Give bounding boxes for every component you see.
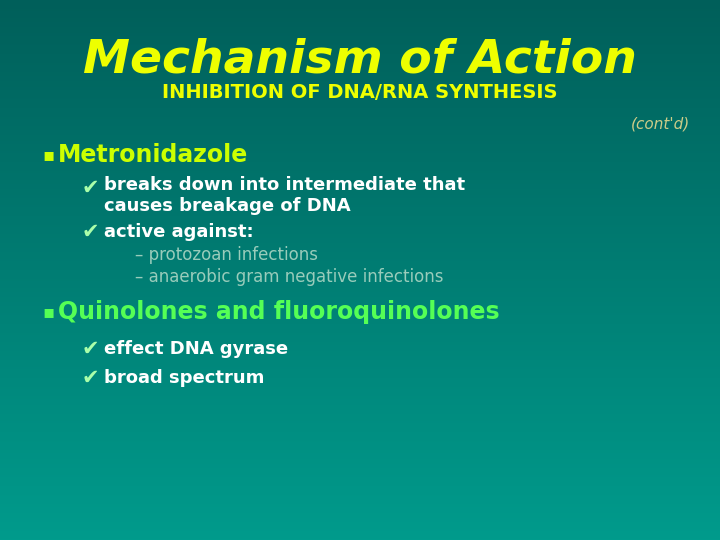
Text: ✔: ✔ <box>82 222 99 242</box>
Text: effect DNA gyrase: effect DNA gyrase <box>104 340 288 358</box>
Text: breaks down into intermediate that: breaks down into intermediate that <box>104 176 465 194</box>
Text: – anaerobic gram negative infections: – anaerobic gram negative infections <box>135 268 444 286</box>
Text: active against:: active against: <box>104 223 253 241</box>
Text: ✔: ✔ <box>82 178 99 198</box>
Text: Quinolones and fluoroquinolones: Quinolones and fluoroquinolones <box>58 300 500 324</box>
Text: ✔: ✔ <box>82 339 99 359</box>
Text: Mechanism of Action: Mechanism of Action <box>83 37 637 83</box>
Text: causes breakage of DNA: causes breakage of DNA <box>104 197 351 215</box>
Text: – protozoan infections: – protozoan infections <box>135 246 318 264</box>
Text: Metronidazole: Metronidazole <box>58 143 248 167</box>
Text: (cont'd): (cont'd) <box>631 117 690 132</box>
Text: ▪: ▪ <box>42 146 54 164</box>
Text: ✔: ✔ <box>82 368 99 388</box>
Text: broad spectrum: broad spectrum <box>104 369 264 387</box>
Text: INHIBITION OF DNA/RNA SYNTHESIS: INHIBITION OF DNA/RNA SYNTHESIS <box>162 83 558 102</box>
Text: ▪: ▪ <box>42 303 54 321</box>
